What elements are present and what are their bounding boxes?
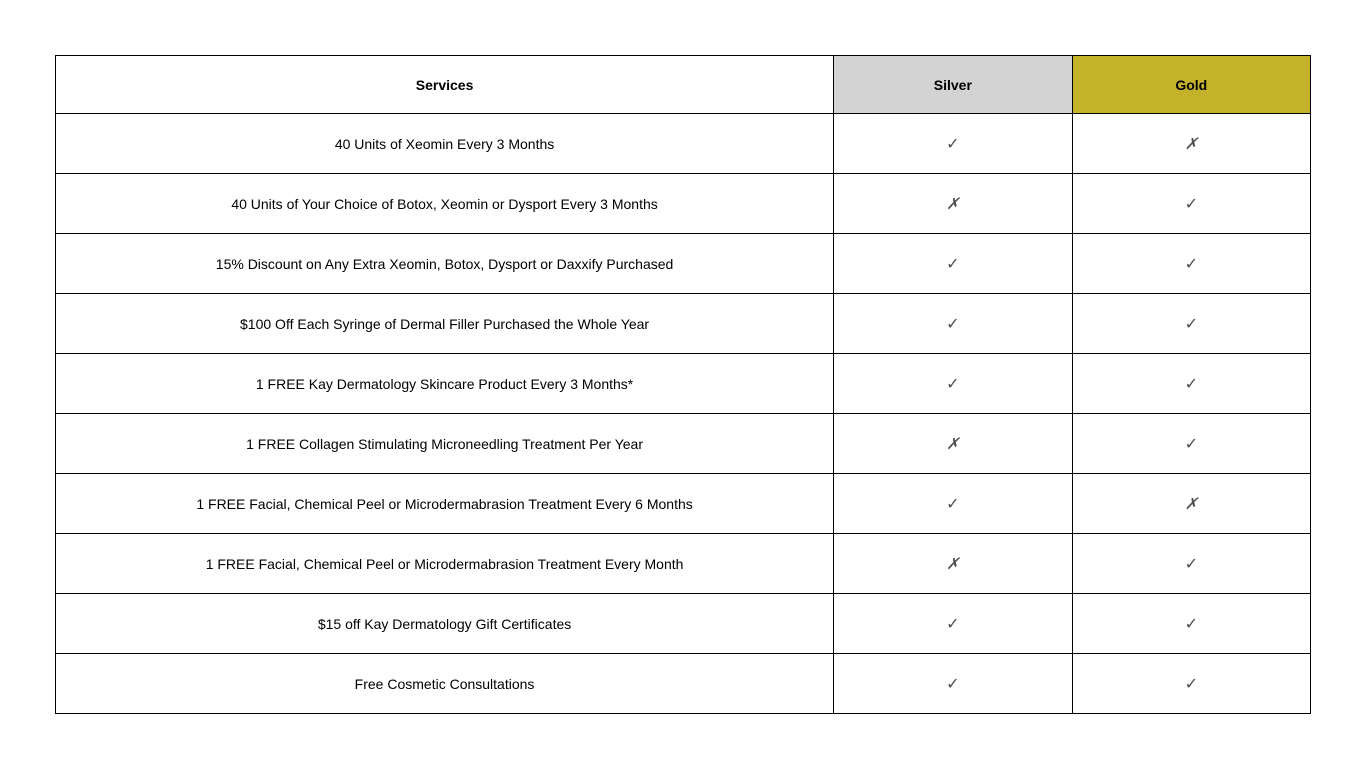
silver-cell: ✓ (834, 294, 1072, 354)
check-icon: ✓ (946, 376, 959, 393)
silver-cell: ✓ (834, 594, 1072, 654)
gold-cell: ✓ (1072, 414, 1310, 474)
gold-cell: ✓ (1072, 234, 1310, 294)
check-icon: ✓ (1185, 616, 1198, 633)
check-icon: ✓ (946, 256, 959, 273)
service-cell: 40 Units of Xeomin Every 3 Months (56, 114, 834, 174)
table-row: 1 FREE Facial, Chemical Peel or Microder… (56, 474, 1311, 534)
cross-icon: ✗ (946, 436, 959, 453)
service-cell: 1 FREE Facial, Chemical Peel or Microder… (56, 474, 834, 534)
col-header-gold: Gold (1072, 56, 1310, 114)
gold-cell: ✗ (1072, 114, 1310, 174)
check-icon: ✓ (1185, 376, 1198, 393)
service-cell: 1 FREE Collagen Stimulating Microneedlin… (56, 414, 834, 474)
service-cell: $15 off Kay Dermatology Gift Certificate… (56, 594, 834, 654)
table-row: 40 Units of Xeomin Every 3 Months ✓ ✗ (56, 114, 1311, 174)
gold-cell: ✓ (1072, 174, 1310, 234)
cross-icon: ✗ (946, 556, 959, 573)
silver-cell: ✓ (834, 354, 1072, 414)
table-row: 40 Units of Your Choice of Botox, Xeomin… (56, 174, 1311, 234)
col-header-services: Services (56, 56, 834, 114)
service-cell: $100 Off Each Syringe of Dermal Filler P… (56, 294, 834, 354)
silver-cell: ✓ (834, 654, 1072, 714)
table-row: 1 FREE Collagen Stimulating Microneedlin… (56, 414, 1311, 474)
check-icon: ✓ (1185, 676, 1198, 693)
services-comparison-table: Services Silver Gold 40 Units of Xeomin … (55, 55, 1311, 714)
check-icon: ✓ (1185, 436, 1198, 453)
silver-cell: ✓ (834, 474, 1072, 534)
gold-cell: ✓ (1072, 294, 1310, 354)
table-row: $15 off Kay Dermatology Gift Certificate… (56, 594, 1311, 654)
cross-icon: ✗ (946, 196, 959, 213)
silver-cell: ✗ (834, 414, 1072, 474)
silver-cell: ✗ (834, 534, 1072, 594)
gold-cell: ✓ (1072, 354, 1310, 414)
silver-cell: ✗ (834, 174, 1072, 234)
service-cell: Free Cosmetic Consultations (56, 654, 834, 714)
service-cell: 15% Discount on Any Extra Xeomin, Botox,… (56, 234, 834, 294)
table-header-row: Services Silver Gold (56, 56, 1311, 114)
cross-icon: ✗ (1185, 136, 1198, 153)
check-icon: ✓ (946, 316, 959, 333)
service-cell: 1 FREE Kay Dermatology Skincare Product … (56, 354, 834, 414)
table-row: Free Cosmetic Consultations ✓ ✓ (56, 654, 1311, 714)
table-row: 1 FREE Facial, Chemical Peel or Microder… (56, 534, 1311, 594)
check-icon: ✓ (946, 676, 959, 693)
cross-icon: ✗ (1185, 496, 1198, 513)
silver-cell: ✓ (834, 234, 1072, 294)
gold-cell: ✗ (1072, 474, 1310, 534)
check-icon: ✓ (946, 616, 959, 633)
check-icon: ✓ (1185, 556, 1198, 573)
table-body: 40 Units of Xeomin Every 3 Months✓✗40 Un… (56, 114, 1311, 714)
check-icon: ✓ (1185, 196, 1198, 213)
check-icon: ✓ (1185, 256, 1198, 273)
col-header-silver: Silver (834, 56, 1072, 114)
gold-cell: ✓ (1072, 654, 1310, 714)
check-icon: ✓ (1185, 316, 1198, 333)
check-icon: ✓ (946, 496, 959, 513)
silver-cell: ✓ (834, 114, 1072, 174)
check-icon: ✓ (946, 136, 959, 153)
table-row: 15% Discount on Any Extra Xeomin, Botox,… (56, 234, 1311, 294)
service-cell: 40 Units of Your Choice of Botox, Xeomin… (56, 174, 834, 234)
table-row: $100 Off Each Syringe of Dermal Filler P… (56, 294, 1311, 354)
service-cell: 1 FREE Facial, Chemical Peel or Microder… (56, 534, 834, 594)
table-row: 1 FREE Kay Dermatology Skincare Product … (56, 354, 1311, 414)
gold-cell: ✓ (1072, 594, 1310, 654)
gold-cell: ✓ (1072, 534, 1310, 594)
